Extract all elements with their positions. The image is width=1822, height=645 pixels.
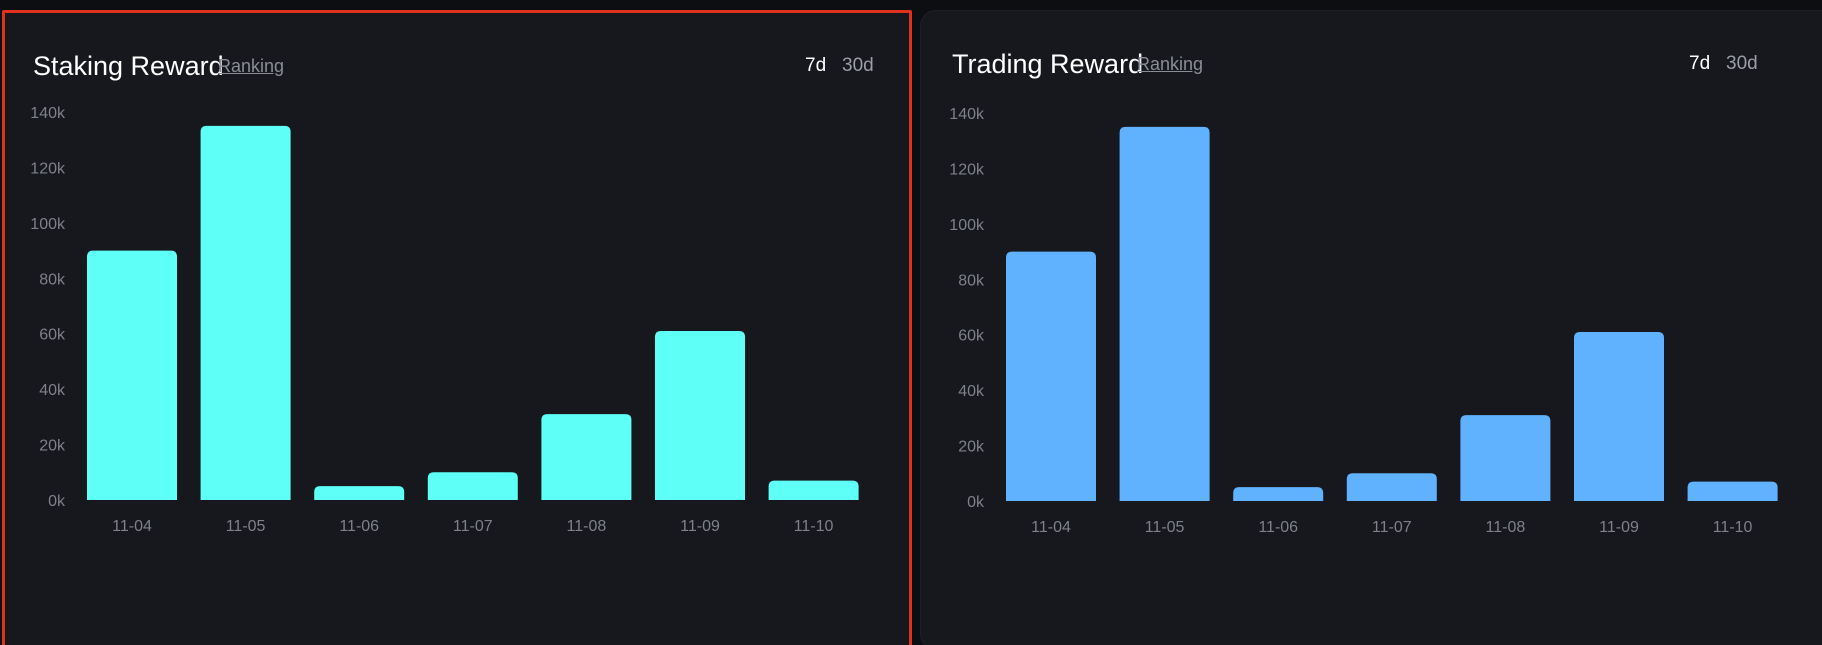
staking-y-tick-label: 40k — [39, 382, 66, 399]
trading-x-tick-label: 11-04 — [1031, 519, 1071, 536]
staking-x-tick-label: 11-04 — [112, 518, 152, 535]
trading-range-selector: 7d 30d — [1689, 44, 1769, 84]
trading-bar-11-09[interactable] — [1574, 331, 1664, 501]
staking-y-tick-label: 0k — [48, 493, 66, 510]
trading-y-tick-label: 140k — [949, 106, 985, 123]
trading-reward-chart: 0k 20k 40k 60k 80k 100k 120k 140k 11-04 11-05 11-0… — [949, 106, 1778, 536]
staking-range-selector: 7d 30d — [805, 46, 885, 86]
trading-bar-11-05[interactable] — [1119, 126, 1210, 501]
staking-x-tick-label: 11-06 — [339, 518, 379, 535]
trading-y-tick-label: 120k — [949, 161, 985, 178]
trading-x-tick-label: 11-09 — [1599, 519, 1639, 536]
trading-bar-11-06[interactable] — [1233, 487, 1324, 501]
staking-y-tick-label: 20k — [39, 438, 66, 455]
staking-reward-panel: 0k 20k 40k 60k 80k 100k 120k 140k 11-04 11-05 11-0… — [2, 10, 912, 645]
trading-y-tick-label: 20k — [958, 439, 985, 456]
trading-x-tick-label: 11-08 — [1486, 519, 1526, 536]
staking-reward-chart: 0k 20k 40k 60k 80k 100k 120k 140k 11-04 11-05 11-0… — [30, 105, 859, 535]
staking-bar-11-08[interactable] — [541, 414, 632, 500]
staking-bar-11-09[interactable] — [655, 330, 745, 500]
trading-y-tick-label: 40k — [958, 383, 985, 400]
trading-reward-header: Trading Reward Ranking 7d 30d — [952, 44, 1815, 84]
staking-y-tick-label: 60k — [39, 327, 66, 344]
staking-x-tick-label: 11-10 — [794, 518, 834, 535]
staking-y-tick-label: 100k — [30, 216, 66, 233]
staking-bar-11-06[interactable] — [314, 486, 405, 500]
trading-reward-title: Trading Reward — [952, 49, 1144, 79]
trading-x-tick-label: 11-07 — [1372, 519, 1412, 536]
trading-y-tick-label: 60k — [958, 328, 985, 345]
trading-x-tick-label: 11-06 — [1258, 519, 1298, 536]
staking-y-tick-label: 80k — [39, 271, 66, 288]
staking-reward-title: Staking Reward — [33, 51, 224, 81]
staking-x-tick-label: 11-07 — [453, 518, 493, 535]
staking-y-tick-label: 120k — [30, 160, 66, 177]
staking-x-tick-label: 11-08 — [567, 518, 607, 535]
staking-ranking-link[interactable]: Ranking — [218, 56, 285, 76]
trading-ranking-link[interactable]: Ranking — [1137, 54, 1204, 74]
trading-bar-11-08[interactable] — [1460, 415, 1551, 501]
staking-range-7d[interactable]: 7d — [805, 55, 827, 76]
staking-x-tick-label: 11-05 — [226, 518, 266, 535]
staking-y-tick-label: 140k — [30, 105, 66, 122]
trading-range-7d[interactable]: 7d — [1689, 53, 1711, 74]
trading-bar-11-07[interactable] — [1346, 473, 1437, 501]
trading-bar-11-10[interactable] — [1687, 481, 1778, 501]
trading-y-tick-label: 0k — [967, 494, 985, 511]
trading-bar-11-04[interactable] — [1006, 251, 1096, 501]
staking-range-30d[interactable]: 30d — [842, 55, 874, 76]
staking-bar-11-05[interactable] — [200, 125, 291, 500]
staking-bar-11-04[interactable] — [87, 250, 177, 500]
trading-y-tick-label: 100k — [949, 217, 985, 234]
trading-x-tick-label: 11-10 — [1713, 519, 1753, 536]
staking-x-tick-label: 11-09 — [680, 518, 720, 535]
staking-bar-11-07[interactable] — [427, 472, 518, 500]
trading-x-tick-label: 11-05 — [1145, 519, 1185, 536]
trading-y-tick-label: 80k — [958, 272, 985, 289]
trading-range-30d[interactable]: 30d — [1726, 53, 1758, 74]
trading-reward-panel: 0k 20k 40k 60k 80k 100k 120k 140k 11-04 11-05 11-0… — [920, 10, 1822, 645]
staking-reward-header: Staking Reward Ranking 7d 30d — [33, 46, 885, 86]
staking-bar-11-10[interactable] — [768, 480, 859, 500]
